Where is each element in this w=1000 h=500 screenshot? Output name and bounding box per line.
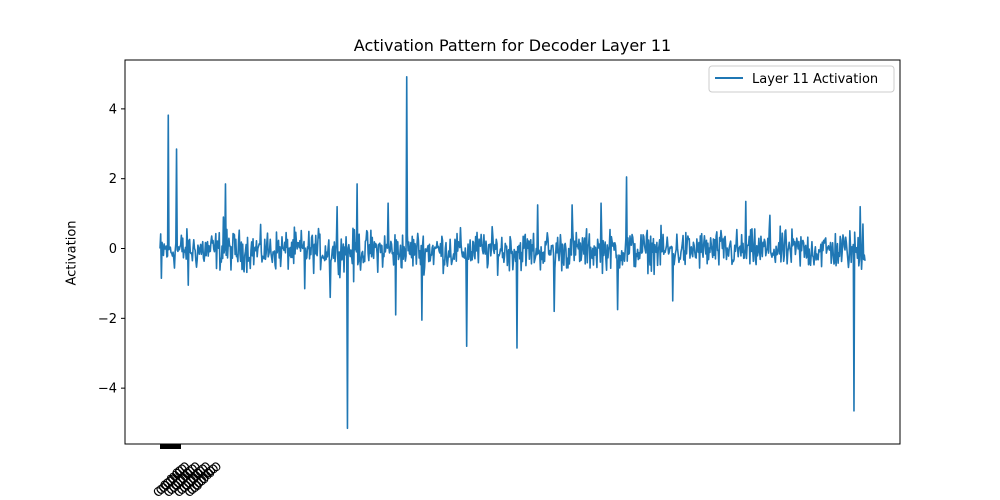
x-tick-marks-cluster: [160, 444, 181, 449]
series-line-layer-11-activation: [159, 75, 866, 430]
x-axis: OO0OOO0OOO0OOO0OOO0OOO0OOO0OOO0OOO0OOO0O…: [150, 444, 225, 500]
y-axis: −4 −2 0 2 4: [98, 102, 125, 397]
y-tick-label: 2: [109, 172, 117, 187]
plot-area-frame: [124, 59, 901, 445]
y-tick-label: −2: [98, 312, 117, 327]
y-tick-label: 0: [109, 242, 117, 257]
legend-box: [708, 65, 895, 93]
y-tick-label: 4: [109, 102, 117, 117]
series-group: [159, 75, 866, 430]
chart-title: Activation Pattern for Decoder Layer 11: [353, 36, 672, 55]
legend-label: Layer 11 Activation: [752, 72, 878, 87]
legend: Layer 11 Activation: [708, 65, 895, 93]
y-tick-label: −4: [98, 382, 117, 397]
